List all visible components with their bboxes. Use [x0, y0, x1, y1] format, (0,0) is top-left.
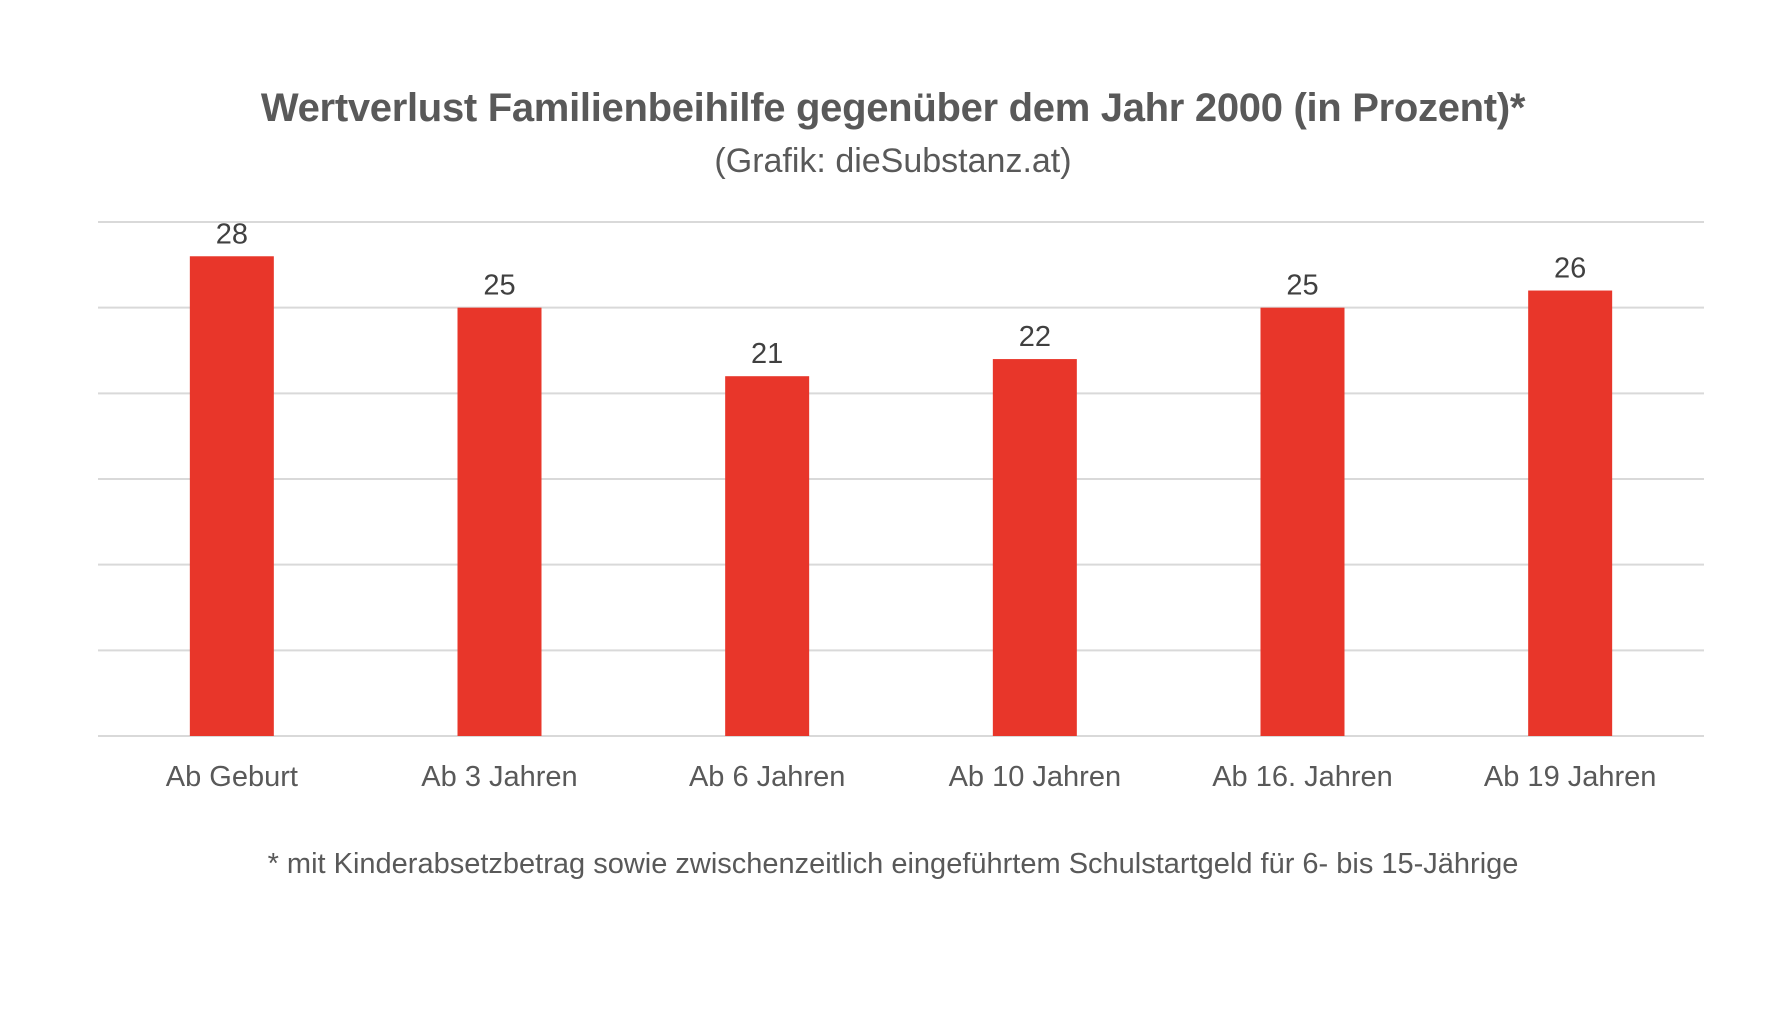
data-label: 28: [216, 218, 248, 250]
data-label: 26: [1554, 253, 1586, 285]
x-tick-label: Ab Geburt: [166, 761, 298, 793]
data-label: 25: [483, 270, 515, 302]
bars: [189, 256, 1613, 736]
x-tick-label: Ab 10 Jahren: [949, 761, 1122, 793]
x-tick-label: Ab 6 Jahren: [689, 761, 845, 793]
bar: [1528, 290, 1613, 736]
data-label: 22: [1019, 321, 1051, 353]
bar: [1260, 307, 1345, 736]
bar: [457, 307, 542, 736]
gridlines: [98, 221, 1704, 737]
x-tick-label: Ab 19 Jahren: [1484, 761, 1657, 793]
data-label: 25: [1286, 270, 1318, 302]
bar: [725, 376, 810, 736]
chart-title: Wertverlust Familienbeihilfe gegenüber d…: [260, 86, 1526, 130]
data-labels: 28 25 21 22 25 26: [216, 218, 1587, 370]
x-tick-label: Ab 16. Jahren: [1212, 761, 1393, 793]
chart-footnote: * mit Kinderabsetzbetrag sowie zwischenz…: [267, 848, 1519, 880]
x-axis-tick-labels: Ab Geburt Ab 3 Jahren Ab 6 Jahren Ab 10 Jah…: [166, 761, 1657, 793]
bar: [992, 359, 1077, 736]
x-tick-label: Ab 3 Jahren: [421, 761, 577, 793]
chart-subtitle: (Grafik: dieSubstanz.at): [714, 142, 1072, 180]
bar: [189, 256, 274, 736]
data-label: 21: [751, 338, 783, 370]
